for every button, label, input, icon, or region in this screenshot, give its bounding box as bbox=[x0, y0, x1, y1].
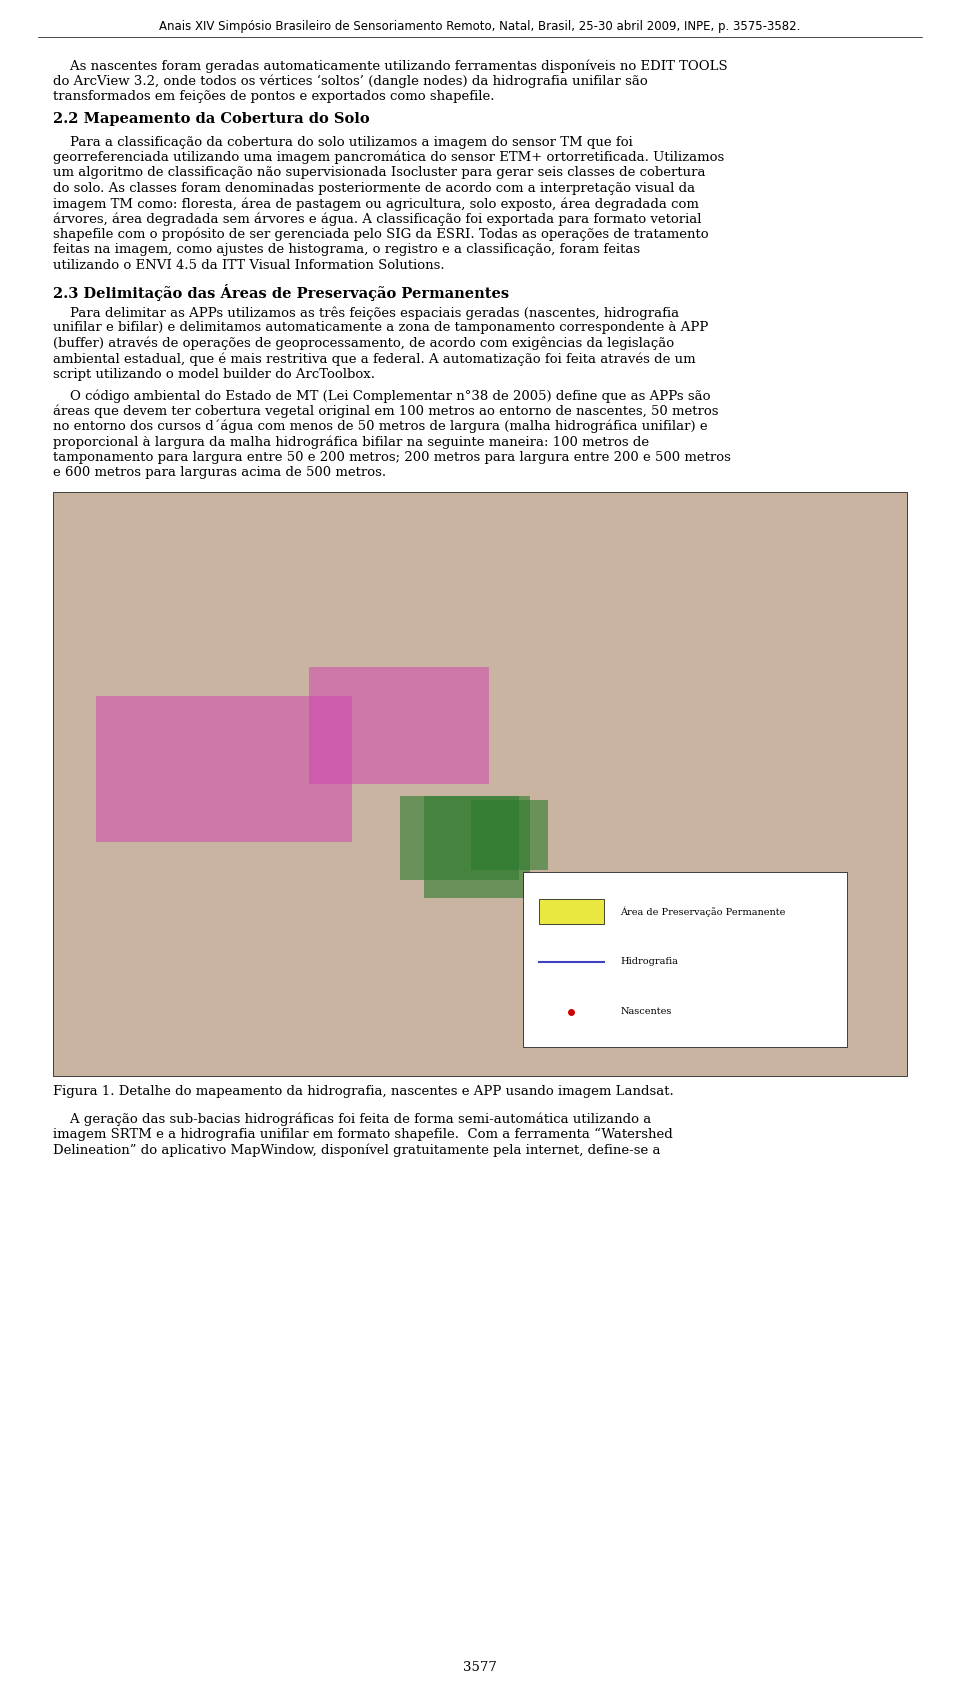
Text: um algoritmo de classificação não supervisionada Isocluster para gerar seis clas: um algoritmo de classificação não superv… bbox=[53, 166, 706, 180]
Text: A geração das sub-bacias hidrográficas foi feita de forma semi-automática utiliz: A geração das sub-bacias hidrográficas f… bbox=[53, 1113, 651, 1127]
Text: utilizando o ENVI 4.5 da ITT Visual Information Solutions.: utilizando o ENVI 4.5 da ITT Visual Info… bbox=[53, 259, 444, 271]
Text: Para a classificação da cobertura do solo utilizamos a imagem do sensor TM que f: Para a classificação da cobertura do sol… bbox=[53, 136, 633, 149]
Text: script utilizando o model builder do ArcToolbox.: script utilizando o model builder do Arc… bbox=[53, 368, 374, 381]
FancyBboxPatch shape bbox=[522, 871, 848, 1047]
Bar bbox=[309, 667, 489, 784]
Text: do solo. As classes foram denominadas posteriormente de acordo com a interpretaç: do solo. As classes foram denominadas po… bbox=[53, 181, 695, 195]
Bar bbox=[471, 800, 548, 871]
Text: (buffer) através de operações de geoprocessamento, de acordo com exigências da l: (buffer) através de operações de geoproc… bbox=[53, 337, 674, 351]
Text: Nascentes: Nascentes bbox=[620, 1008, 671, 1016]
Text: transformados em feições de pontos e exportados como shapefile.: transformados em feições de pontos e exp… bbox=[53, 90, 494, 103]
Text: imagem TM como: floresta, área de pastagem ou agricultura, solo exposto, área de: imagem TM como: floresta, área de pastag… bbox=[53, 197, 699, 210]
Text: Anais XIV Simpósio Brasileiro de Sensoriamento Remoto, Natal, Brasil, 25-30 abri: Anais XIV Simpósio Brasileiro de Sensori… bbox=[159, 20, 801, 34]
Text: proporcional à largura da malha hidrográfica bifilar na seguinte maneira: 100 me: proporcional à largura da malha hidrográ… bbox=[53, 435, 649, 449]
Bar bbox=[423, 796, 531, 898]
Text: 3577: 3577 bbox=[463, 1660, 497, 1674]
Text: georreferenciada utilizando uma imagem pancromática do sensor ETM+ ortorretifica: georreferenciada utilizando uma imagem p… bbox=[53, 151, 724, 164]
Text: As nascentes foram geradas automaticamente utilizando ferramentas disponíveis no: As nascentes foram geradas automaticamen… bbox=[53, 59, 728, 73]
Text: 2.3 Delimitação das Áreas de Preservação Permanentes: 2.3 Delimitação das Áreas de Preservação… bbox=[53, 285, 509, 302]
Text: tamponamento para largura entre 50 e 200 metros; 200 metros para largura entre 2: tamponamento para largura entre 50 e 200… bbox=[53, 451, 731, 464]
Text: O código ambiental do Estado de MT (Lei Complementar n°38 de 2005) define que as: O código ambiental do Estado de MT (Lei … bbox=[53, 390, 710, 403]
Bar bbox=[399, 796, 519, 879]
Text: e 600 metros para larguras acima de 500 metros.: e 600 metros para larguras acima de 500 … bbox=[53, 466, 386, 479]
Text: Área de Preservação Permanente: Área de Preservação Permanente bbox=[620, 906, 785, 916]
Text: Figura 1. Detalhe do mapeamento da hidrografia, nascentes e APP usando imagem La: Figura 1. Detalhe do mapeamento da hidro… bbox=[53, 1084, 674, 1098]
Text: no entorno dos cursos d´água com menos de 50 metros de largura (malha hidrográfi: no entorno dos cursos d´água com menos d… bbox=[53, 420, 708, 434]
Text: imagem SRTM e a hidrografia unifilar em formato shapefile.  Com a ferramenta “Wa: imagem SRTM e a hidrografia unifilar em … bbox=[53, 1128, 673, 1140]
Text: 2.2 Mapeamento da Cobertura do Solo: 2.2 Mapeamento da Cobertura do Solo bbox=[53, 112, 370, 125]
Text: Para delimitar as APPs utilizamos as três feições espaciais geradas (nascentes, : Para delimitar as APPs utilizamos as trê… bbox=[53, 307, 679, 320]
Text: Delineation” do aplicativo MapWindow, disponível gratuitamente pela internet, de: Delineation” do aplicativo MapWindow, di… bbox=[53, 1143, 660, 1157]
Text: árvores, área degradada sem árvores e água. A classificação foi exportada para f: árvores, área degradada sem árvores e ág… bbox=[53, 212, 702, 225]
Bar bbox=[539, 900, 604, 925]
Text: do ArcView 3.2, onde todos os vértices ‘soltos’ (dangle nodes) da hidrografia un: do ArcView 3.2, onde todos os vértices ‘… bbox=[53, 75, 648, 88]
Text: shapefile com o propósito de ser gerenciada pelo SIG da ESRI. Todas as operações: shapefile com o propósito de ser gerenci… bbox=[53, 229, 708, 241]
Text: ambiental estadual, que é mais restritiva que a federal. A automatização foi fei: ambiental estadual, que é mais restritiv… bbox=[53, 352, 695, 366]
Text: feitas na imagem, como ajustes de histograma, o registro e a classificação, fora: feitas na imagem, como ajustes de histog… bbox=[53, 244, 640, 256]
Bar bbox=[96, 696, 351, 842]
Text: Hidrografia: Hidrografia bbox=[620, 957, 678, 966]
Text: unifilar e bifilar) e delimitamos automaticamente a zona de tamponamento corresp: unifilar e bifilar) e delimitamos automa… bbox=[53, 322, 708, 334]
Text: áreas que devem ter cobertura vegetal original em 100 metros ao entorno de nasce: áreas que devem ter cobertura vegetal or… bbox=[53, 405, 718, 418]
FancyBboxPatch shape bbox=[53, 491, 907, 1076]
